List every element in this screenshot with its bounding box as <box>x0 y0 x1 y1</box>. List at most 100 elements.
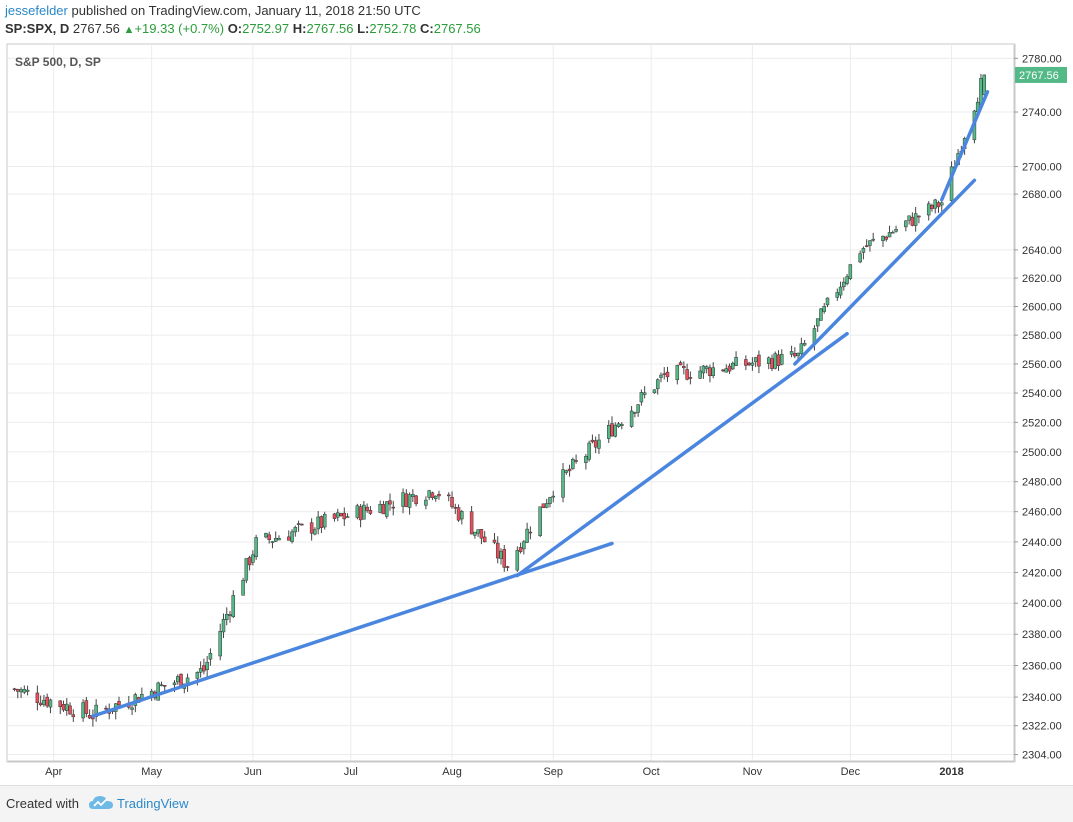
candle-body <box>590 439 595 443</box>
candle-body <box>176 676 180 683</box>
high-value: 2767.56 <box>306 21 354 36</box>
candle-body <box>218 631 222 657</box>
candle-body <box>561 469 565 498</box>
candle-body <box>910 216 915 226</box>
candle-body <box>277 537 281 541</box>
price-tag-label: 2767.56 <box>1019 70 1059 82</box>
candle-body <box>427 490 431 498</box>
candle-body <box>453 506 458 509</box>
candle-body <box>936 202 941 208</box>
candle-body <box>244 558 249 581</box>
tradingview-cloud-icon[interactable] <box>88 794 114 812</box>
candle-body <box>407 494 412 508</box>
x-tick-label: Dec <box>841 766 861 778</box>
candle-body <box>273 538 278 542</box>
candle-body <box>907 215 911 221</box>
close-value: 2767.56 <box>433 21 481 36</box>
trendlines[interactable] <box>91 90 990 718</box>
y-axis: 2304.00 2322.00 2340.00 2360.00 2380.00 2400.… <box>1013 45 1062 762</box>
candle-body <box>447 494 451 497</box>
candle-body <box>482 536 487 543</box>
published-text: published on TradingView.com, January 11… <box>71 3 421 18</box>
author-link[interactable]: jessefelder <box>5 3 68 18</box>
candle-body <box>678 362 683 366</box>
tradingview-brand[interactable]: TradingView <box>117 796 189 811</box>
chart-title: S&P 500, D, SP <box>15 55 101 69</box>
candle-body <box>842 281 846 288</box>
y-tick-label: 2700.00 <box>1022 162 1062 174</box>
candle-body <box>793 353 797 357</box>
y-tick-label: 2304.00 <box>1022 750 1062 762</box>
candle-body <box>610 423 614 437</box>
candle-body <box>822 306 826 312</box>
candle-body <box>662 373 666 375</box>
candle-body <box>652 389 657 394</box>
x-tick-label: Aug <box>442 766 462 778</box>
candle-body <box>571 459 575 469</box>
candle-body <box>744 359 748 366</box>
candle-body <box>659 374 663 378</box>
candle-body <box>770 358 774 369</box>
price-change: +19.33 (+0.7%) <box>134 21 225 36</box>
candle-body <box>727 365 732 372</box>
candle-body <box>264 533 268 538</box>
last-price-tag: 2767.56 <box>1015 66 1067 83</box>
candle-body <box>665 371 670 378</box>
candle-body <box>159 684 164 687</box>
x-tick-label: Nov <box>743 766 763 778</box>
candle-body <box>247 557 252 566</box>
candle-body <box>495 542 500 559</box>
candle-body <box>891 231 895 234</box>
candle-body <box>688 377 693 379</box>
footer: Created with TradingView <box>0 785 1073 822</box>
candle-body <box>551 495 555 498</box>
candle-body <box>894 229 898 232</box>
candle-body <box>861 248 866 253</box>
candle-body <box>381 504 386 515</box>
candle-body <box>241 580 245 596</box>
x-tick-label: Jul <box>344 766 358 778</box>
candle-body <box>731 362 735 370</box>
candle-body <box>802 342 807 346</box>
candle-body <box>845 276 849 284</box>
x-tick-label: May <box>141 766 162 778</box>
candle-body <box>698 370 702 379</box>
candle-body <box>613 424 618 437</box>
candle-body <box>319 516 324 528</box>
candle-body <box>848 264 853 279</box>
candle-body <box>982 74 986 95</box>
candle-body <box>633 412 637 414</box>
candle-body <box>766 357 771 364</box>
candle-body <box>231 595 236 618</box>
candle-body <box>71 714 76 718</box>
y-tick-label: 2540.00 <box>1022 388 1062 400</box>
y-tick-label: 2600.00 <box>1022 301 1062 313</box>
y-tick-label: 2360.00 <box>1022 661 1062 673</box>
y-tick-label: 2560.00 <box>1022 359 1062 371</box>
candle-body <box>835 292 840 298</box>
price-chart[interactable]: S&P 500, D, SP 2304.00 2322.00 2340.00 2360… <box>0 40 1073 785</box>
candle-body <box>629 410 634 427</box>
candle-body <box>424 499 428 506</box>
created-with-text: Created with <box>6 796 79 811</box>
candle-body <box>300 523 304 526</box>
candle-body <box>48 699 53 708</box>
candle-body <box>711 367 715 376</box>
candle-body <box>789 351 794 355</box>
candle-body <box>926 203 931 216</box>
x-tick-label: Apr <box>45 766 62 778</box>
candle-body <box>322 514 327 528</box>
candle-body <box>904 220 908 228</box>
candle-body <box>267 534 271 541</box>
candle-body <box>505 566 510 568</box>
candle-body <box>16 689 20 692</box>
chart-header: jessefelder published on TradingView.com… <box>0 0 1073 40</box>
candle-body <box>734 356 738 366</box>
candle-body <box>61 704 66 711</box>
candle-body <box>636 404 640 413</box>
candle-body <box>757 354 761 367</box>
candle-body <box>270 541 275 543</box>
candle-body <box>384 501 389 517</box>
candle-body <box>35 692 40 703</box>
candle-body <box>342 512 347 520</box>
